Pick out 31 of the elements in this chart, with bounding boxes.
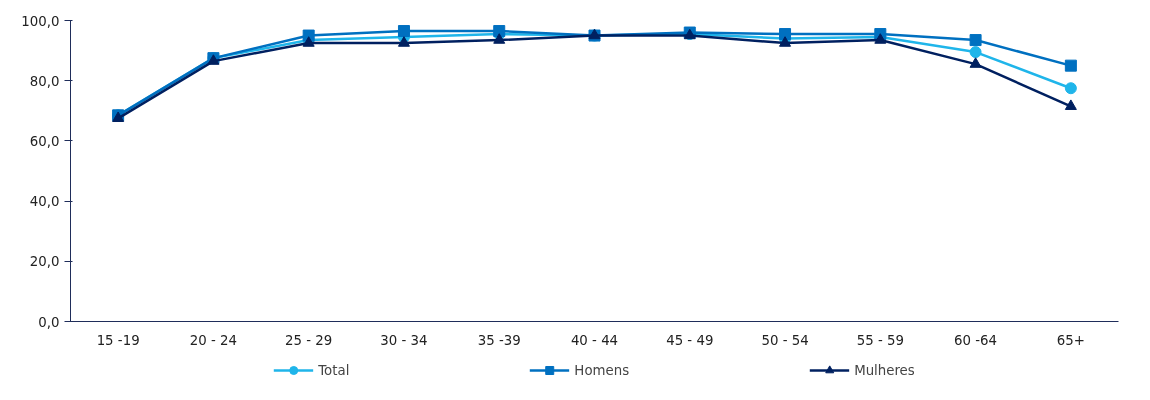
legend-label: Mulheres <box>854 362 915 378</box>
x-tick-label: 40 - 44 <box>570 332 619 348</box>
x-tick-label: 60 -64 <box>954 332 998 348</box>
x-tick-label: 65+ <box>1056 332 1085 348</box>
x-tick-label: 20 - 24 <box>189 332 238 348</box>
point <box>1064 59 1077 72</box>
point <box>969 34 982 47</box>
point <box>493 33 506 44</box>
point <box>397 36 410 47</box>
point <box>969 46 982 59</box>
point <box>779 28 792 41</box>
y-tick-label: 60,0 <box>29 133 60 149</box>
x-tick-label: 15 -19 <box>96 332 140 348</box>
y-tick-label: 40,0 <box>29 194 60 210</box>
y-tick-label: 20,0 <box>29 254 60 270</box>
x-tick-label: 30 - 34 <box>380 332 428 348</box>
x-tick-label: 50 - 54 <box>761 332 809 348</box>
legend-label: Homens <box>574 362 630 378</box>
point <box>779 36 792 47</box>
x-tick-label: 35 -39 <box>477 332 521 348</box>
y-tick-label: 0,0 <box>38 314 60 330</box>
y-tick-label: 100,0 <box>21 13 60 29</box>
x-tick-label: 25 - 29 <box>285 332 333 348</box>
x-tick-label: 45 - 49 <box>666 332 714 348</box>
legend-label: Total <box>318 362 350 378</box>
point <box>969 57 982 68</box>
x-tick-label: 55 - 59 <box>856 332 904 348</box>
y-tick-label: 80,0 <box>29 73 60 89</box>
point <box>1064 99 1077 110</box>
point <box>397 25 410 38</box>
point <box>1064 82 1077 95</box>
